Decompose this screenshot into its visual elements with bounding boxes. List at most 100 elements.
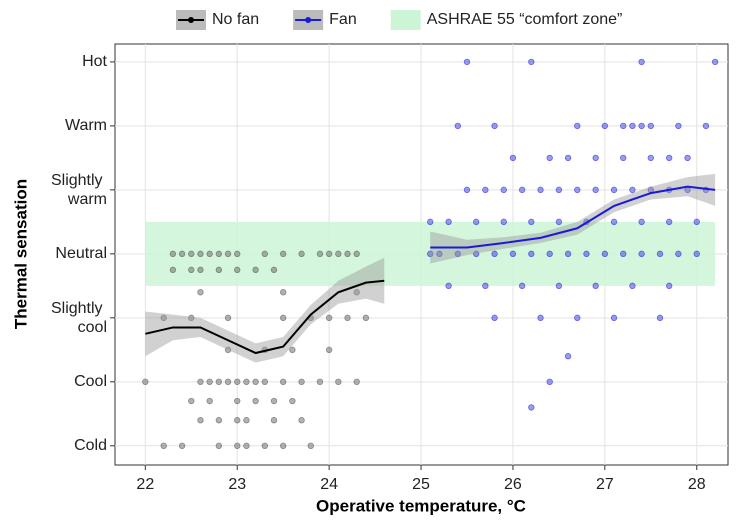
point: [427, 250, 434, 258]
x-tick-label: 25: [412, 476, 430, 493]
point: [472, 218, 480, 226]
point: [307, 442, 314, 450]
point: [325, 314, 333, 322]
y-tick-label-line: cool: [78, 319, 107, 336]
point: [546, 250, 553, 258]
point: [610, 314, 618, 322]
point: [215, 266, 223, 274]
point: [620, 250, 627, 258]
point: [197, 250, 204, 258]
y-tick-label: Warm: [65, 117, 107, 134]
point: [500, 186, 507, 194]
point: [261, 378, 269, 386]
point: [197, 266, 204, 274]
point: [234, 397, 241, 405]
confidence-band: [145, 257, 385, 363]
point: [298, 417, 305, 424]
point: [638, 58, 645, 66]
point: [206, 397, 213, 405]
y-axis-label: Thermal sensation: [11, 179, 30, 329]
point: [620, 154, 627, 162]
point: [289, 346, 296, 354]
point: [261, 250, 269, 258]
point: [270, 397, 278, 405]
point: [583, 250, 590, 258]
point: [353, 289, 360, 296]
point: [261, 442, 269, 450]
point: [224, 346, 232, 354]
point: [188, 250, 195, 258]
point: [197, 378, 204, 386]
point: [234, 378, 241, 386]
point: [316, 250, 324, 258]
point: [224, 250, 232, 258]
point: [252, 397, 259, 405]
point: [528, 404, 535, 411]
point: [206, 378, 213, 386]
point: [629, 186, 636, 194]
point: [500, 218, 507, 226]
point: [215, 250, 223, 258]
point: [574, 314, 581, 322]
point: [693, 250, 700, 258]
point: [169, 250, 177, 258]
point: [665, 218, 673, 226]
point: [344, 314, 351, 322]
legend-dot: [188, 17, 194, 23]
point: [197, 417, 204, 424]
point: [298, 250, 305, 258]
point: [491, 314, 498, 322]
legend-swatch: [390, 10, 421, 30]
point: [178, 442, 186, 450]
point: [610, 218, 618, 226]
point: [335, 378, 342, 386]
point: [518, 186, 526, 194]
y-tick-label: Hot: [82, 53, 107, 70]
point: [463, 58, 471, 66]
point: [463, 186, 471, 194]
point: [564, 250, 572, 258]
x-tick-label: 28: [688, 476, 706, 493]
point: [353, 250, 360, 258]
y-tick-label: Slightly cool: [51, 300, 107, 336]
point: [647, 154, 655, 162]
point: [592, 186, 599, 194]
point: [665, 282, 673, 290]
x-tick-label: 26: [504, 476, 522, 493]
point: [197, 289, 204, 296]
point: [188, 266, 195, 274]
point: [252, 378, 259, 386]
point: [353, 378, 360, 386]
point: [482, 282, 489, 290]
point: [528, 250, 535, 258]
point: [537, 186, 544, 194]
y-tick-label: Cool: [74, 373, 107, 390]
x-tick-label: 23: [228, 476, 246, 493]
point: [675, 250, 682, 258]
point: [270, 417, 278, 424]
point: [234, 250, 241, 258]
point: [252, 266, 259, 274]
y-tick-label: Cold: [74, 437, 107, 454]
legend-label: ASHRAE 55 “comfort zone”: [427, 11, 623, 28]
point: [224, 378, 232, 386]
point: [491, 122, 498, 130]
point: [298, 378, 305, 386]
point: [546, 378, 553, 386]
point: [279, 378, 287, 386]
y-tick-label-line: Slightly: [51, 172, 107, 189]
point: [344, 250, 351, 258]
point: [160, 442, 167, 450]
point: [243, 378, 250, 386]
point: [445, 218, 452, 226]
legend-label: No fan: [212, 11, 259, 28]
point: [684, 154, 691, 162]
point: [555, 282, 563, 290]
point: [675, 122, 682, 130]
point: [647, 122, 655, 130]
point: [638, 122, 645, 130]
point: [325, 250, 333, 258]
point: [215, 417, 223, 424]
point: [574, 122, 581, 130]
